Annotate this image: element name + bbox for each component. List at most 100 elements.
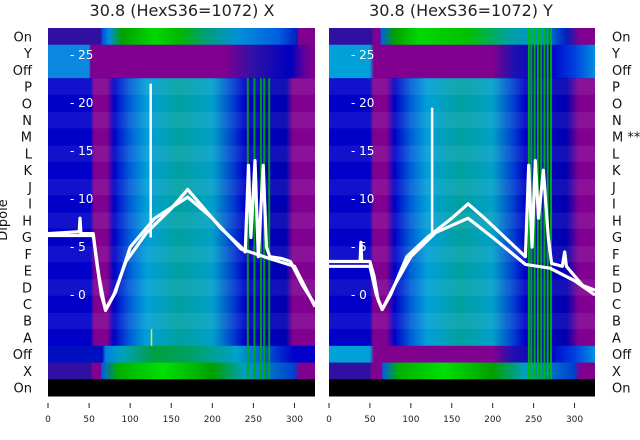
heatmap-row bbox=[48, 228, 315, 246]
heatmap-row bbox=[48, 345, 315, 364]
row-label: P bbox=[612, 81, 620, 96]
x-tick-label: 100 bbox=[122, 415, 139, 425]
inner-y-tick-label: - 20 bbox=[70, 96, 93, 110]
heatmap-row bbox=[48, 295, 315, 313]
row-label: K bbox=[23, 164, 32, 179]
heatmap-row bbox=[329, 28, 595, 46]
row-label: K bbox=[612, 164, 621, 179]
row-label: Off bbox=[13, 64, 33, 79]
row-label: C bbox=[612, 298, 621, 313]
heatmap-row bbox=[48, 362, 315, 380]
heatmap-row bbox=[48, 78, 315, 96]
row-label: H bbox=[22, 214, 32, 229]
row-label: X bbox=[23, 365, 32, 380]
trace-line bbox=[329, 216, 596, 312]
heatmap-row bbox=[48, 379, 315, 397]
green-stripe bbox=[268, 78, 271, 380]
heatmap-row bbox=[329, 61, 595, 79]
heatmap-row bbox=[329, 111, 595, 129]
x-tick-label: 200 bbox=[204, 415, 221, 425]
row-label: B bbox=[612, 315, 621, 330]
row-label: A bbox=[612, 331, 621, 346]
row-label: H bbox=[612, 214, 622, 229]
row-label: G bbox=[612, 231, 622, 246]
row-label: J bbox=[611, 181, 616, 196]
heatmap-row bbox=[329, 362, 595, 380]
heatmap-row bbox=[48, 61, 315, 79]
row-label: On bbox=[612, 30, 630, 45]
row-label: J bbox=[27, 181, 32, 196]
heatmap-row bbox=[329, 345, 595, 364]
heatmap-row bbox=[48, 212, 315, 230]
inner-y-tick-label: - 15 bbox=[351, 144, 374, 158]
row-label: I bbox=[612, 198, 616, 213]
x-tick-label: 150 bbox=[163, 415, 180, 425]
row-label: B bbox=[23, 315, 32, 330]
inner-y-tick-label: - 5 bbox=[70, 240, 86, 254]
row-label: O bbox=[612, 97, 622, 112]
row-label: N bbox=[22, 114, 32, 129]
row-label: L bbox=[25, 147, 33, 162]
row-label: M bbox=[21, 131, 32, 146]
inner-y-tick-label: - 25 bbox=[70, 48, 93, 62]
x-tick-label: 150 bbox=[443, 415, 460, 425]
row-label: F bbox=[25, 248, 32, 263]
green-stripe bbox=[549, 28, 552, 380]
row-label: F bbox=[612, 248, 619, 263]
x-tick-label: 0 bbox=[45, 415, 51, 425]
heatmap-row bbox=[48, 161, 315, 180]
row-label: X bbox=[612, 365, 621, 380]
row-label: Y bbox=[23, 47, 32, 62]
row-label: On bbox=[612, 382, 630, 397]
right-chart-title: 30.8 (HexS36=1072) Y bbox=[369, 1, 553, 20]
left-chart-title: 30.8 (HexS36=1072) X bbox=[90, 1, 275, 20]
row-label: L bbox=[612, 147, 620, 162]
y-axis-label: Dipole bbox=[0, 199, 11, 240]
heatmap-row bbox=[329, 278, 595, 297]
inner-y-tick-label: - 10 bbox=[351, 192, 374, 206]
heatmap-row bbox=[48, 28, 315, 46]
heatmap-row bbox=[329, 329, 595, 347]
heatmap-row bbox=[48, 111, 315, 129]
heatmap-row bbox=[329, 295, 595, 313]
row-label: A bbox=[23, 331, 32, 346]
row-label: P bbox=[24, 81, 32, 96]
inner-y-tick-label: - 20 bbox=[351, 96, 374, 110]
row-label: Y bbox=[611, 47, 620, 62]
heatmap-row bbox=[329, 78, 595, 96]
green-stripe bbox=[546, 28, 549, 380]
inner-y-tick-label: - 0 bbox=[70, 288, 86, 302]
heatmap-row bbox=[48, 44, 315, 62]
green-stripe bbox=[246, 78, 249, 380]
x-tick-label: 200 bbox=[484, 415, 501, 425]
heatmap-row bbox=[48, 329, 315, 347]
x-tick-label: 250 bbox=[525, 415, 542, 425]
x-tick-label: 100 bbox=[402, 415, 419, 425]
row-label: I bbox=[28, 198, 32, 213]
row-label: C bbox=[23, 298, 32, 313]
inner-y-tick-label: - 25 bbox=[351, 48, 374, 62]
row-label: On bbox=[14, 30, 32, 45]
row-label: G bbox=[22, 231, 32, 246]
row-label: On bbox=[14, 382, 32, 397]
heatmap-row bbox=[48, 262, 315, 280]
x-tick-label: 300 bbox=[566, 415, 583, 425]
green-stripe bbox=[253, 78, 256, 380]
heatmap-row bbox=[329, 161, 595, 180]
x-tick-label: 50 bbox=[364, 415, 376, 425]
x-tick-label: 250 bbox=[245, 415, 262, 425]
row-label: M ** bbox=[612, 131, 640, 146]
heatmap-row bbox=[329, 379, 595, 397]
x-tick-label: 50 bbox=[83, 415, 95, 425]
x-tick-label: 0 bbox=[326, 415, 332, 425]
row-label: D bbox=[612, 281, 622, 296]
trace-line bbox=[48, 195, 317, 313]
row-label: O bbox=[22, 97, 32, 112]
heatmap-row bbox=[48, 278, 315, 297]
heatmap-row bbox=[48, 312, 315, 330]
row-label: N bbox=[612, 114, 622, 129]
row-label: Off bbox=[612, 348, 632, 363]
